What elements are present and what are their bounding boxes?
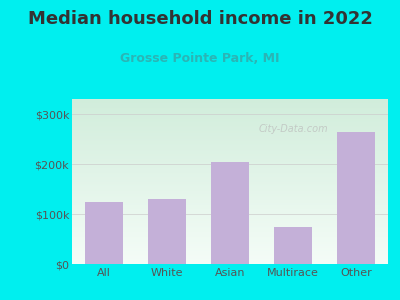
Bar bbox=[85, 202, 122, 264]
Bar bbox=[274, 226, 312, 264]
Text: Grosse Pointe Park, MI: Grosse Pointe Park, MI bbox=[120, 52, 280, 65]
Bar bbox=[338, 131, 375, 264]
Text: Median household income in 2022: Median household income in 2022 bbox=[28, 11, 372, 28]
Text: City-Data.com: City-Data.com bbox=[258, 124, 328, 134]
Bar bbox=[148, 199, 186, 264]
Bar bbox=[211, 161, 249, 264]
